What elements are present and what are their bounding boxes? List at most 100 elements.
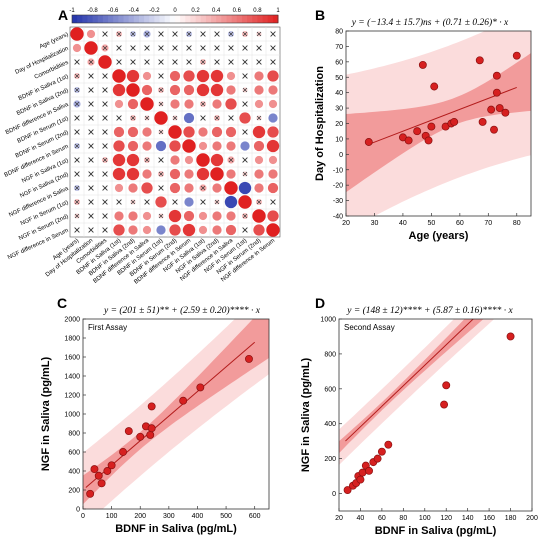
matrix-cross-mark (74, 171, 80, 177)
matrix-cross-mark (74, 199, 80, 205)
matrix-circle (253, 140, 265, 152)
plot-frame (338, 318, 533, 512)
matrix-cross-mark (116, 199, 122, 205)
matrix-cross-mark (144, 115, 150, 121)
matrix-cross-mark (144, 45, 150, 51)
y-tick-label: 600 (324, 386, 336, 393)
matrix-circle (210, 153, 224, 167)
matrix-circle (142, 211, 152, 221)
matrix-circle (155, 140, 167, 152)
matrix-cross-mark (102, 199, 108, 205)
matrix-cross-mark (214, 31, 220, 37)
matrix-circle (254, 155, 264, 165)
matrix-cross-mark (102, 129, 108, 135)
data-point (492, 88, 501, 97)
matrix-circle (198, 127, 208, 137)
matrix-circle (254, 85, 264, 95)
matrix-cross-mark (200, 185, 206, 191)
matrix-circle (210, 69, 224, 83)
matrix-circle (128, 211, 138, 221)
x-axis-label: BDNF in Saliva (pg/mL) (115, 523, 237, 535)
matrix-circle (210, 83, 224, 97)
colorbar-tick-label: -0.6 (108, 8, 119, 14)
data-point (495, 104, 504, 113)
matrix-cross-mark (74, 101, 80, 107)
matrix-circle (225, 98, 237, 110)
matrix-circle (239, 112, 251, 124)
matrix-circle (224, 195, 238, 209)
y-tick-label: 0 (76, 507, 80, 514)
matrix-circle (169, 168, 181, 180)
data-point (506, 332, 515, 341)
matrix-circle (126, 83, 140, 97)
data-point (384, 440, 393, 449)
matrix-circle (70, 27, 84, 41)
matrix-cross-mark (158, 185, 164, 191)
matrix-circle (238, 181, 252, 195)
matrix-cross-mark (270, 59, 276, 65)
x-tick-label: 200 (526, 515, 538, 522)
y-tick-label: 600 (68, 450, 80, 457)
data-point (136, 432, 145, 441)
y-tick-label: 400 (324, 421, 336, 428)
y-tick-label: 70 (335, 44, 343, 51)
matrix-cross-mark (158, 73, 164, 79)
colorbar-segment (216, 15, 222, 23)
y-tick-label: -40 (333, 214, 343, 221)
matrix-circle (196, 69, 210, 83)
matrix-cross-mark (88, 213, 94, 219)
matrix-cross-mark (102, 227, 108, 233)
data-point (245, 354, 253, 363)
matrix-circle (267, 70, 279, 82)
matrix-cross-mark (102, 45, 108, 51)
matrix-circle (198, 211, 208, 221)
data-point (179, 396, 188, 405)
x-tick-label: 40 (357, 515, 365, 522)
colorbar-frame (71, 14, 279, 24)
matrix-cross-mark (102, 213, 108, 219)
matrix-circle (184, 183, 194, 193)
data-point (442, 381, 451, 390)
x-tick-label: 0 (81, 513, 85, 520)
colorbar-segment (195, 15, 202, 23)
panel-label-d: D (315, 295, 325, 311)
matrix-cross-mark (228, 157, 234, 163)
matrix-circle (168, 209, 182, 223)
matrix-cross-mark (130, 45, 136, 51)
matrix-cross-mark (214, 45, 220, 51)
matrix-cross-mark (172, 199, 178, 205)
scatter-panel-d: 20 40 60 80 100 120 140 160 180 200 0 200 400 600 800 1… (300, 305, 538, 537)
matrix-cross-mark (88, 59, 94, 65)
y-tick-label: 0 (332, 491, 336, 498)
matrix-cross-mark (186, 31, 192, 37)
colorbar-segment (190, 15, 197, 23)
data-point (478, 118, 487, 126)
matrix-circle (170, 155, 180, 165)
panel-label-a: A (58, 7, 68, 23)
matrix-cross-mark (242, 45, 248, 51)
colorbar-segment (154, 15, 161, 23)
y-tick-label: 20 (335, 121, 343, 128)
matrix-cross-mark (74, 143, 80, 149)
matrix-cross-mark (74, 73, 80, 79)
y-tick-label: 0 (339, 152, 343, 159)
colorbar-segment (231, 15, 238, 23)
data-point (418, 60, 427, 69)
matrix-cross-mark (256, 59, 262, 65)
matrix-cross-mark (144, 31, 150, 37)
data-point (492, 71, 501, 80)
matrix-cross-mark (102, 101, 108, 107)
colorbar-segment (205, 15, 212, 23)
matrix-circle (268, 169, 278, 179)
y-tick-label: 200 (324, 456, 336, 463)
colorbar-segment (200, 15, 207, 23)
colorbar-segment (144, 15, 150, 23)
matrix-circle (183, 210, 195, 222)
matrix-circle (126, 167, 140, 181)
matrix-circle (112, 167, 126, 181)
matrix-circle (142, 169, 152, 179)
matrix-circle (84, 41, 98, 55)
colorbar-segment (128, 15, 135, 23)
data-point (501, 108, 510, 117)
